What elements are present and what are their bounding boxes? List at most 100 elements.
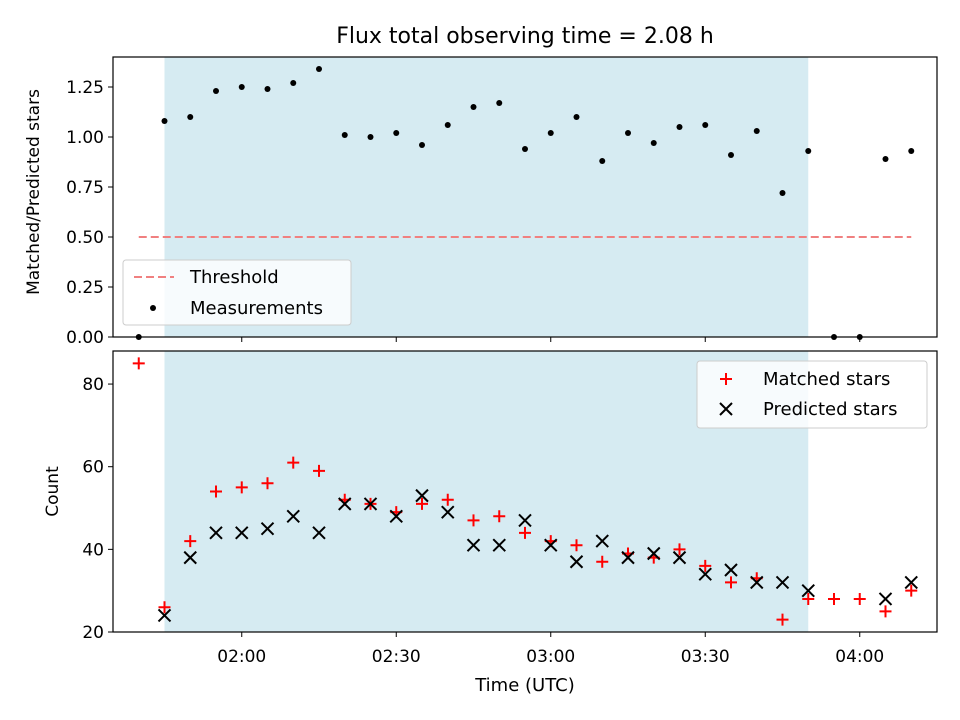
- predicted-point: [466, 538, 481, 552]
- matched-point: [287, 456, 300, 469]
- predicted-point: [338, 497, 352, 511]
- matched-point: [519, 526, 531, 539]
- y-tick-label: 0.25: [66, 278, 104, 298]
- matched-point: [467, 514, 480, 527]
- legend-matched-swatch: [720, 373, 732, 385]
- predicted-point: [647, 546, 661, 561]
- bottom-legend: Matched stars Predicted stars: [696, 360, 928, 429]
- legend-measurements-swatch: [150, 305, 156, 311]
- matched-point: [725, 576, 737, 589]
- measurement-point: [290, 80, 297, 86]
- x-tick-label: 03:00: [526, 647, 575, 667]
- y-tick-label: 0.50: [66, 228, 104, 248]
- predicted-point: [672, 550, 687, 565]
- predicted-point: [363, 497, 378, 511]
- measurement-point: [728, 152, 734, 158]
- predicted-point: [260, 521, 275, 536]
- legend-threshold-label: Threshold: [189, 267, 279, 288]
- matched-point: [673, 543, 686, 556]
- top-panel: 0.00 0.25 0.50 0.75 1.00 1.25 Matched/Predict…: [24, 56, 938, 348]
- predicted-point: [312, 526, 326, 540]
- predicted-point: [183, 550, 197, 565]
- predicted-point: [544, 538, 558, 552]
- matched-point: [493, 510, 506, 523]
- predicted-point: [415, 488, 429, 503]
- matched-point: [699, 559, 712, 572]
- predicted-point: [235, 526, 249, 540]
- x-tick-label: 04:00: [835, 647, 884, 667]
- matched-point: [313, 464, 325, 477]
- measurement-point: [779, 190, 786, 196]
- y-tick-label: 40: [82, 540, 104, 560]
- matched-point: [905, 584, 918, 597]
- measurement-point: [547, 130, 554, 136]
- predicted-point: [286, 509, 300, 524]
- measurement-point: [187, 114, 194, 120]
- matched-point: [879, 605, 892, 618]
- measurement-point: [650, 140, 657, 146]
- measurement-point: [522, 146, 528, 152]
- matched-point: [441, 493, 454, 506]
- measurement-point: [238, 84, 245, 90]
- matched-point: [776, 613, 789, 626]
- bottom-axes-frame: [112, 350, 938, 633]
- measurement-point: [470, 104, 477, 110]
- measurement-point: [625, 130, 631, 136]
- predicted-point: [209, 526, 223, 540]
- y-tick-label: 80: [82, 375, 104, 395]
- y-tick-label: 60: [82, 458, 104, 478]
- legend-predicted-label: Predicted stars: [763, 399, 897, 420]
- predicted-point: [518, 513, 532, 528]
- matched-point: [416, 497, 428, 510]
- predicted-point: [750, 575, 764, 590]
- y-tick-label: 0.00: [66, 328, 104, 348]
- top-x-axis: [241, 337, 861, 342]
- predicted-point: [904, 575, 918, 590]
- matched-point: [828, 592, 840, 605]
- measurement-point: [393, 130, 400, 136]
- bottom-legend-box: [696, 360, 928, 429]
- matched-point: [853, 592, 866, 605]
- x-tick-label: 03:30: [681, 647, 730, 667]
- top-axes-frame: [112, 56, 938, 338]
- matched-point: [210, 485, 222, 498]
- bottom-panel: 20 40 60 80 02:00 02:30 03:00 03:30 04:00 Count…: [43, 350, 938, 696]
- predicted-point: [389, 509, 403, 524]
- predicted-point: [157, 608, 172, 623]
- measurement-point: [419, 142, 425, 148]
- x-tick-label: 02:30: [372, 647, 421, 667]
- measurement-points: [135, 66, 915, 340]
- legend-measurements-label: Measurements: [190, 298, 323, 319]
- measurement-point: [444, 122, 451, 128]
- predicted-point: [569, 555, 584, 569]
- matched-point: [261, 477, 274, 490]
- predicted-point: [801, 583, 815, 598]
- predicted-point: [441, 505, 455, 519]
- measurement-point: [882, 156, 889, 162]
- bottom-x-axis: 02:00 02:30 03:00 03:30 04:00: [217, 632, 884, 667]
- bottom-y-axis-label: Count: [43, 466, 63, 517]
- predicted-point: [621, 550, 635, 565]
- matched-point: [158, 601, 171, 614]
- y-tick-label: 1.00: [66, 128, 104, 148]
- top-legend: Threshold Measurements: [122, 259, 352, 326]
- measurement-point: [753, 128, 760, 134]
- measurement-point: [676, 124, 683, 130]
- measurement-point: [573, 114, 580, 120]
- measurement-point: [908, 148, 915, 154]
- top-y-axis: 0.00 0.25 0.50 0.75 1.00 1.25: [66, 78, 113, 348]
- matched-point: [235, 481, 248, 494]
- top-legend-box: [122, 259, 352, 326]
- measurement-point: [496, 100, 503, 106]
- legend-predicted-swatch: [719, 402, 733, 416]
- measurement-point: [316, 66, 322, 72]
- chart-title: Flux total observing time = 2.08 h: [336, 24, 714, 49]
- predicted-points: [157, 488, 918, 623]
- predicted-point: [492, 538, 506, 552]
- measurement-point: [213, 88, 219, 94]
- x-axis-label: Time (UTC): [474, 675, 575, 696]
- predicted-point: [698, 567, 712, 581]
- bottom-y-axis: 20 40 60 80: [82, 375, 113, 643]
- matched-point: [570, 539, 583, 552]
